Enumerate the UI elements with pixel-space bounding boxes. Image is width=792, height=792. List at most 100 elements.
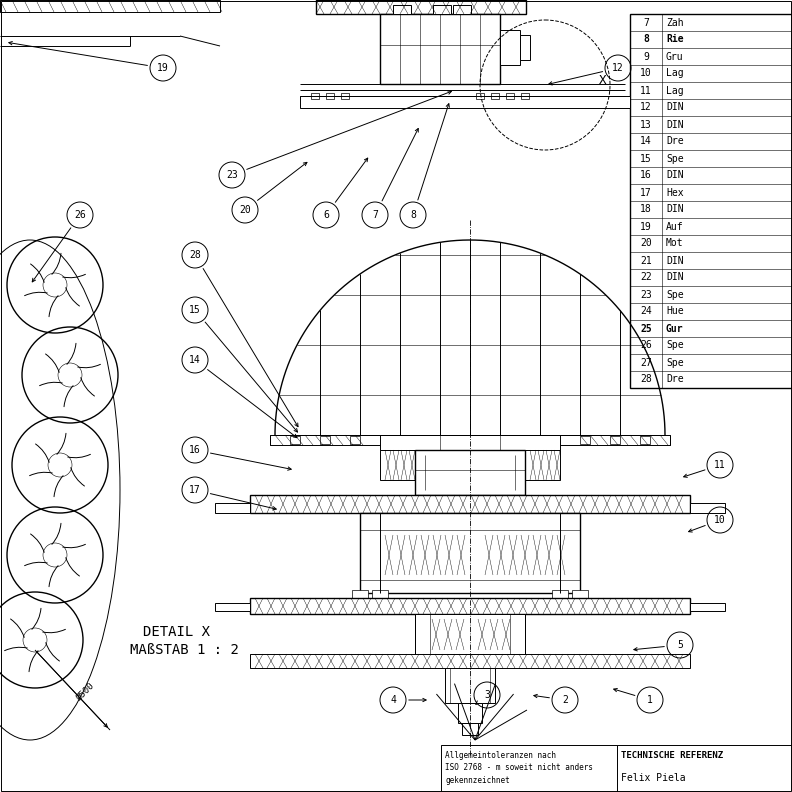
Bar — [380, 450, 415, 480]
Text: 6: 6 — [323, 210, 329, 220]
Text: 10: 10 — [640, 68, 652, 78]
Text: 12: 12 — [640, 102, 652, 112]
Text: 20: 20 — [239, 205, 251, 215]
Text: Rie: Rie — [666, 35, 683, 44]
Bar — [250, 654, 690, 668]
Bar — [316, 0, 526, 14]
Text: TECHNISCHE REFERENZ: TECHNISCHE REFERENZ — [621, 751, 723, 760]
Text: 3: 3 — [484, 690, 490, 700]
Text: 9: 9 — [643, 51, 649, 62]
Text: 16: 16 — [640, 170, 652, 181]
Text: Felix Piela: Felix Piela — [621, 773, 686, 783]
Text: 22: 22 — [640, 272, 652, 283]
Text: 26: 26 — [74, 210, 86, 220]
Bar — [433, 5, 451, 14]
Text: 14: 14 — [189, 355, 201, 365]
Text: X: X — [600, 74, 607, 86]
Text: DIN: DIN — [666, 204, 683, 215]
Text: 19: 19 — [157, 63, 169, 73]
Text: 18: 18 — [640, 204, 652, 215]
Text: 19: 19 — [640, 222, 652, 231]
Bar — [250, 598, 690, 614]
Bar — [250, 495, 690, 513]
Bar — [610, 436, 620, 444]
Bar — [326, 93, 334, 99]
Text: DIN: DIN — [666, 272, 683, 283]
Text: 28: 28 — [189, 250, 201, 260]
Text: 25: 25 — [640, 323, 652, 333]
Bar — [525, 450, 560, 480]
Text: Spe: Spe — [666, 290, 683, 299]
Text: 11: 11 — [640, 86, 652, 96]
Bar — [215, 503, 250, 513]
Bar — [215, 603, 250, 611]
Text: Auf: Auf — [666, 222, 683, 231]
Text: Ø500: Ø500 — [75, 680, 97, 702]
Text: DIN: DIN — [666, 102, 683, 112]
Bar — [311, 93, 319, 99]
Text: DIN: DIN — [666, 256, 683, 265]
Bar — [520, 35, 530, 60]
Text: Spe: Spe — [666, 154, 683, 163]
Text: DIN: DIN — [666, 170, 683, 181]
Text: 11: 11 — [714, 460, 726, 470]
Bar — [458, 703, 482, 723]
Bar — [453, 5, 471, 14]
Bar — [415, 450, 525, 495]
Text: 8: 8 — [643, 35, 649, 44]
Text: Lag: Lag — [666, 68, 683, 78]
Text: DIN: DIN — [666, 120, 683, 130]
Text: 7: 7 — [372, 210, 378, 220]
Bar — [0, 0, 220, 12]
Bar — [491, 93, 499, 99]
Bar — [506, 93, 514, 99]
Bar — [352, 590, 368, 598]
Text: 23: 23 — [227, 170, 238, 180]
Text: 15: 15 — [640, 154, 652, 163]
Bar — [462, 723, 478, 735]
Bar — [640, 436, 650, 444]
Text: 15: 15 — [189, 305, 201, 315]
Text: 1: 1 — [647, 695, 653, 705]
Bar — [690, 603, 725, 611]
Bar — [617, 745, 792, 792]
Text: 4: 4 — [390, 695, 396, 705]
Text: Dre: Dre — [666, 375, 683, 384]
Text: 14: 14 — [640, 136, 652, 147]
Text: 23: 23 — [640, 290, 652, 299]
Bar — [300, 96, 630, 108]
Bar — [572, 590, 588, 598]
Bar — [690, 503, 725, 513]
Text: 7: 7 — [643, 17, 649, 28]
Text: 17: 17 — [640, 188, 652, 197]
Text: 12: 12 — [612, 63, 624, 73]
Bar — [476, 93, 484, 99]
Bar — [380, 435, 560, 450]
Bar — [380, 14, 500, 84]
Text: Spe: Spe — [666, 357, 683, 367]
Text: 24: 24 — [640, 307, 652, 317]
Bar — [360, 513, 580, 593]
Bar — [630, 14, 792, 388]
Bar — [350, 436, 360, 444]
Bar — [500, 30, 520, 65]
Bar — [320, 436, 330, 444]
Text: 21: 21 — [640, 256, 652, 265]
Bar — [415, 614, 525, 654]
Text: Zah: Zah — [666, 17, 683, 28]
Bar — [290, 436, 300, 444]
Text: Hue: Hue — [666, 307, 683, 317]
Text: 17: 17 — [189, 485, 201, 495]
Bar — [580, 436, 590, 444]
Bar — [372, 590, 388, 598]
Text: 20: 20 — [640, 238, 652, 249]
Bar — [393, 5, 411, 14]
Text: 13: 13 — [640, 120, 652, 130]
Text: Dre: Dre — [666, 136, 683, 147]
Bar — [270, 435, 670, 445]
Text: 26: 26 — [640, 341, 652, 351]
Bar — [445, 668, 495, 703]
Text: Spe: Spe — [666, 341, 683, 351]
Text: Mot: Mot — [666, 238, 683, 249]
Text: Lag: Lag — [666, 86, 683, 96]
